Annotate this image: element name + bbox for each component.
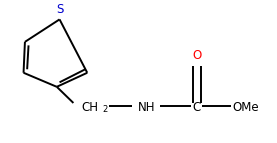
Text: 2: 2 [102, 105, 107, 114]
Text: NH: NH [137, 101, 155, 114]
Text: C: C [193, 101, 201, 114]
Text: OMe: OMe [233, 101, 259, 114]
Text: CH: CH [82, 101, 99, 114]
Text: S: S [56, 3, 63, 16]
Text: O: O [192, 48, 201, 61]
